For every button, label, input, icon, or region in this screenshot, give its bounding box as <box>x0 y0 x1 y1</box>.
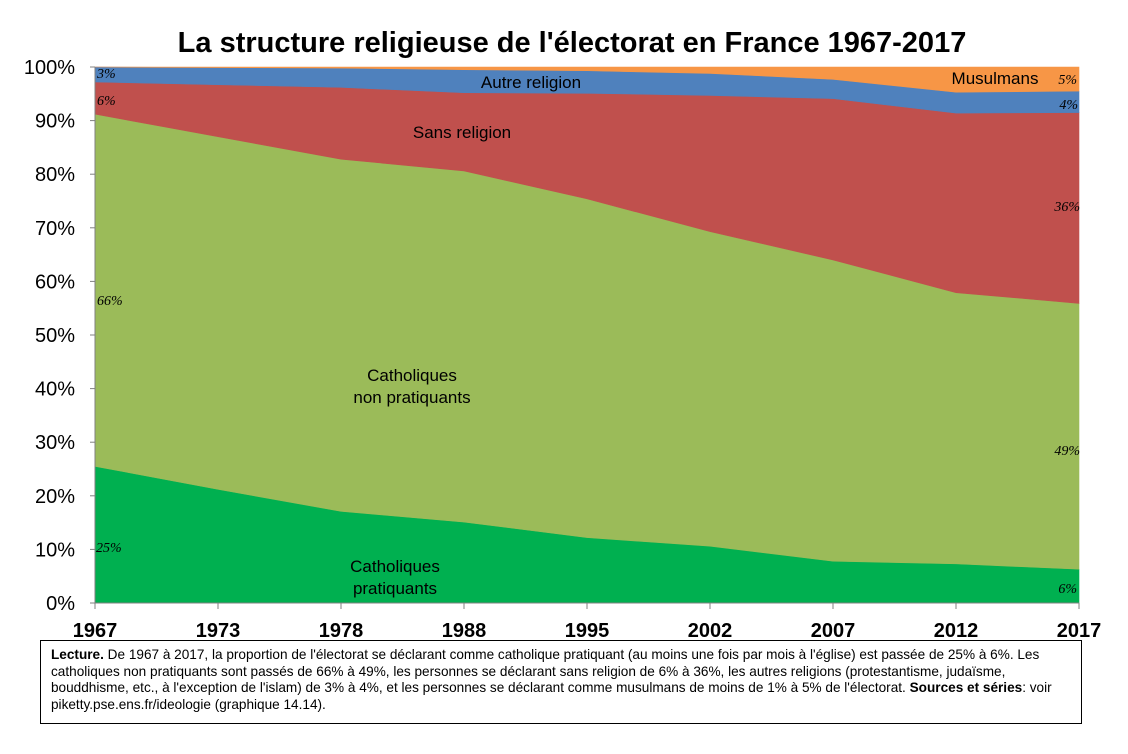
x-tick-label: 2017 <box>1057 620 1102 640</box>
y-tick-label: 10% <box>35 539 75 561</box>
note-lead: Lecture. <box>51 647 104 662</box>
value-label: 25% <box>96 541 122 556</box>
value-label: 3% <box>96 67 116 82</box>
x-tick-label: 1973 <box>196 620 241 640</box>
label-sans-religion: Sans religion <box>413 123 511 142</box>
x-tick-label: 1988 <box>442 620 487 640</box>
y-tick-label: 80% <box>35 164 75 186</box>
value-label: 49% <box>1054 444 1080 459</box>
note-text: De 1967 à 2017, la proportion de l'élect… <box>51 647 1040 695</box>
x-tick-label: 2007 <box>811 620 856 640</box>
y-tick-label: 20% <box>35 486 75 508</box>
y-tick-label: 30% <box>35 432 75 454</box>
value-label: 5% <box>1058 73 1077 88</box>
label-autre-religion: Autre religion <box>481 73 581 92</box>
y-tick-label: 50% <box>35 325 75 347</box>
label-catholiques-non-pratiquants: non pratiquants <box>353 388 470 407</box>
x-tick-label: 1995 <box>565 620 610 640</box>
x-tick-label: 2012 <box>934 620 979 640</box>
label-musulmans: Musulmans <box>952 69 1039 88</box>
value-label: 4% <box>1059 98 1078 113</box>
value-label: 6% <box>1058 582 1077 597</box>
reading-note: Lecture. De 1967 à 2017, la proportion d… <box>40 640 1082 724</box>
band-labels: Catholiques pratiquants Catholiques non pra… <box>96 67 1080 598</box>
y-tick-label: 0% <box>46 593 75 615</box>
y-tick-label: 60% <box>35 271 75 293</box>
x-tick-label: 2002 <box>688 620 733 640</box>
chart-title: La structure religieuse de l'électorat e… <box>178 27 967 59</box>
y-tick-label: 100% <box>24 57 75 79</box>
axes: 0% 10% 20% 30% 40% 50% 60% 70% 80% 90% 100% 1967 197… <box>24 57 1101 640</box>
area-bands <box>94 66 1080 604</box>
y-tick-label: 90% <box>35 111 75 133</box>
stacked-area-chart: La structure religieuse de l'électorat e… <box>24 27 1101 640</box>
value-label: 6% <box>97 94 116 109</box>
label-catholiques-pratiquants: Catholiques <box>350 557 440 576</box>
label-catholiques-non-pratiquants: Catholiques <box>367 366 457 385</box>
label-catholiques-pratiquants: pratiquants <box>353 579 437 598</box>
y-tick-label: 70% <box>35 218 75 240</box>
x-tick-label: 1978 <box>319 620 364 640</box>
x-tick-label: 1967 <box>73 620 118 640</box>
note-sources-text: : voir piketty.pse.ens.fr/ideologie (gra… <box>51 680 1052 712</box>
value-label: 36% <box>1053 200 1080 215</box>
note-sources-label: Sources et séries <box>909 680 1023 695</box>
area-musulmans <box>94 66 1080 93</box>
value-label: 66% <box>97 294 123 309</box>
y-tick-label: 40% <box>35 379 75 401</box>
